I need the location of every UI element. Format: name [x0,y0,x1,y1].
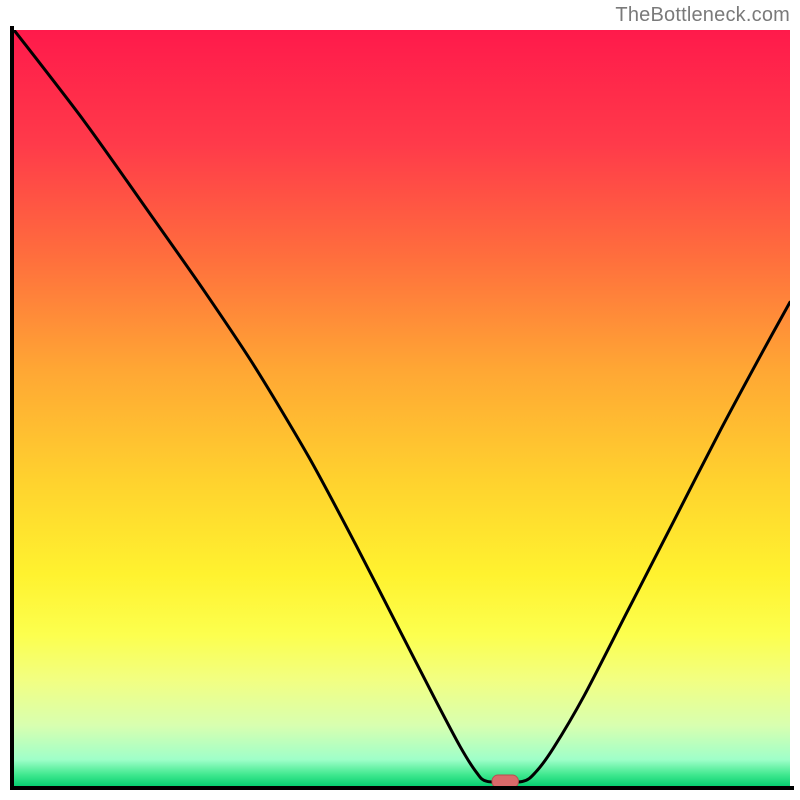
watermark-text: TheBottleneck.com [615,4,790,27]
x-axis [10,786,794,790]
optimal-point-marker [492,775,518,786]
bottleneck-curve-chart [14,30,790,786]
y-axis [10,26,14,790]
gradient-background [14,30,790,786]
plot-area [14,30,790,786]
chart-container: TheBottleneck.com [0,0,800,800]
